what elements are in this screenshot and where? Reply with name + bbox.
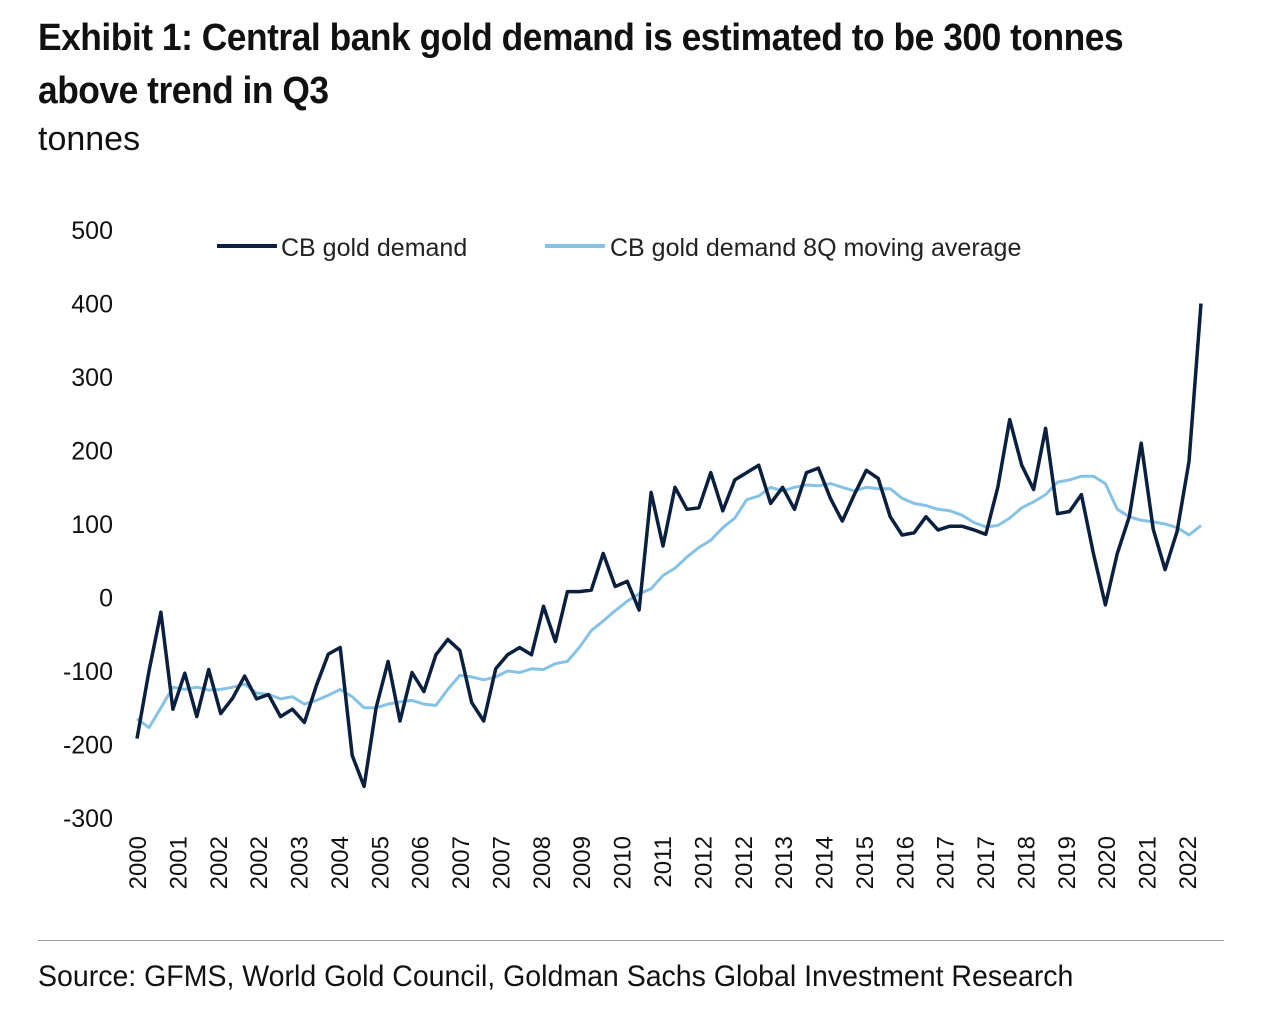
y-tick-label: 0 xyxy=(99,585,113,613)
x-tick-label: 2012 xyxy=(690,836,717,889)
x-tick-label: 2010 xyxy=(610,836,637,889)
chart-subtitle-unit: tonnes xyxy=(38,120,141,158)
y-tick-label: -300 xyxy=(63,805,113,833)
series-line-cb-gold-demand xyxy=(135,303,1203,789)
x-tick-label: 2007 xyxy=(488,836,515,889)
x-tick-label: 2018 xyxy=(1013,836,1040,889)
y-tick-label: 300 xyxy=(71,364,113,392)
y-tick-label: 500 xyxy=(71,217,113,245)
x-tick-label: 2012 xyxy=(731,836,758,889)
x-tick-label: 2017 xyxy=(973,836,1000,889)
x-tick-label: 2000 xyxy=(125,836,152,889)
x-tick-label: 2005 xyxy=(367,836,394,889)
x-axis: 2000 2001 2002 2002 2003 2004 2005 2006 2007 2007… xyxy=(125,836,1202,889)
x-tick-label: 2004 xyxy=(327,836,354,889)
x-tick-label: 2008 xyxy=(529,836,556,889)
x-tick-label: 2011 xyxy=(650,836,677,888)
source-note: Source: GFMS, World Gold Council, Goldma… xyxy=(38,960,1074,993)
x-tick-label: 2006 xyxy=(408,836,435,889)
x-tick-label: 2007 xyxy=(448,836,475,889)
x-tick-label: 2021 xyxy=(1135,836,1162,889)
x-tick-label: 2020 xyxy=(1094,836,1121,889)
y-tick-label: 400 xyxy=(71,291,113,319)
x-tick-label: 2014 xyxy=(812,836,839,889)
x-tick-label: 2009 xyxy=(569,836,596,889)
series-line-8q-moving-average xyxy=(136,474,1202,730)
y-tick-label: 200 xyxy=(71,438,113,466)
x-tick-label: 2003 xyxy=(287,836,314,889)
legend-label-demand: CB gold demand xyxy=(281,234,467,262)
y-tick-label: -100 xyxy=(63,658,113,686)
x-tick-label: 2015 xyxy=(852,836,879,889)
x-tick-label: 2013 xyxy=(771,836,798,889)
x-tick-label: 2002 xyxy=(246,836,273,889)
legend: CB gold demand CB gold demand 8Q moving … xyxy=(217,234,1021,262)
x-tick-label: 2001 xyxy=(165,836,192,889)
y-axis: -300 -200 -100 0 100 200 300 400 500 xyxy=(63,217,113,833)
x-tick-label: 2017 xyxy=(933,836,960,889)
x-tick-label: 2002 xyxy=(206,836,233,889)
series-layer xyxy=(135,303,1203,789)
y-tick-label: 100 xyxy=(71,511,113,539)
y-tick-label: -200 xyxy=(63,732,113,760)
footer-divider xyxy=(38,940,1224,941)
x-tick-label: 2019 xyxy=(1054,836,1081,889)
chart-title: Exhibit 1: Central bank gold demand is e… xyxy=(38,17,1124,112)
x-tick-label: 2016 xyxy=(892,836,919,889)
x-tick-label: 2022 xyxy=(1175,836,1202,889)
legend-label-moving-average: CB gold demand 8Q moving average xyxy=(610,234,1021,262)
